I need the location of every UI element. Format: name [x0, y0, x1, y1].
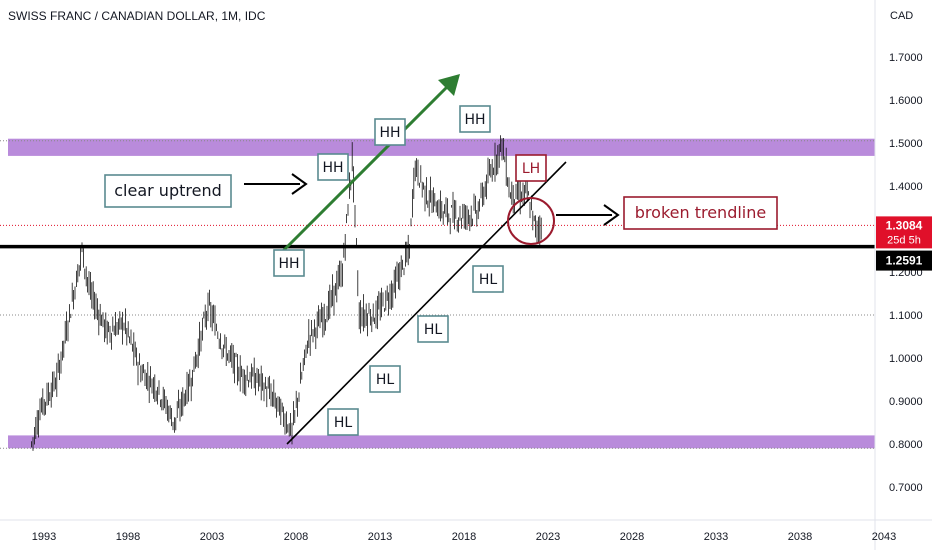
hl-label-2019-text: HL [479, 272, 498, 288]
time-tick-label: 1998 [116, 531, 140, 543]
time-axis: 1993 1998 2003 2008 2013 2018 2023 2028 2033 2038… [0, 519, 932, 543]
time-tick-label: 2018 [452, 531, 476, 543]
hl-label-2019-box [472, 265, 504, 293]
clear-uptrend-callout: clear uptrend [104, 174, 232, 208]
hl-label-2010-text: HL [334, 415, 353, 431]
broken-trendline-callout-box [623, 196, 778, 230]
level-price-badge [876, 250, 932, 271]
hl-label-2015-text: HL [424, 322, 443, 338]
time-tick-label: 2033 [704, 531, 728, 543]
price-tick-label: 1.5000 [889, 138, 923, 150]
price-tick-label: 0.9000 [889, 396, 923, 408]
hl-label-2015-box [417, 315, 449, 343]
hl-label-2010-box [327, 408, 359, 436]
current-price-value: 1.3084 [886, 218, 923, 232]
time-tick-label: 2008 [284, 531, 308, 543]
price-axis: CAD1.70001.60001.50001.40001.30001.20001… [874, 0, 932, 550]
uptrend-line [286, 161, 567, 445]
hh-label-2008: HH [273, 249, 305, 277]
hh-label-2014: HH [374, 118, 406, 146]
clear-uptrend-callout-text: clear uptrend [114, 181, 222, 200]
uptrend-arrow-head [291, 173, 308, 195]
zone-support [8, 435, 875, 449]
current-price-badge [876, 216, 932, 249]
candlestick-series [31, 135, 542, 451]
currency-label: CAD [890, 10, 913, 22]
hh-label-2020: HH [459, 105, 491, 133]
price-tick-label: 0.7000 [889, 482, 923, 494]
hl-label-2012-text: HL [376, 372, 395, 388]
broken-arrow-head [603, 204, 620, 226]
green-arrow-head [438, 74, 460, 96]
green-arrow-shaft [280, 80, 454, 254]
hl-label-2010: HL [327, 408, 359, 436]
lh-label-text: LH [522, 161, 540, 177]
time-tick-label: 2023 [536, 531, 560, 543]
broken-trendline-callout: broken trendline [623, 196, 778, 230]
hh-label-2020-box [459, 105, 491, 133]
hh-label-2008-text: HH [278, 256, 299, 272]
time-tick-label: 1993 [32, 531, 56, 543]
chart-title: SWISS FRANC / CANADIAN DOLLAR, 1M, IDC [8, 9, 266, 23]
price-tick-label: 1.6000 [889, 95, 923, 107]
hh-label-2014-text: HH [379, 125, 400, 141]
price-tick-label: 1.0000 [889, 353, 923, 365]
broken-trendline-callout-text: broken trendline [635, 203, 766, 222]
time-tick-label: 2028 [620, 531, 644, 543]
clear-uptrend-callout-box [104, 174, 232, 208]
time-tick-label: 2003 [200, 531, 224, 543]
hl-label-2012: HL [369, 365, 401, 393]
price-tick-label: 1.4000 [889, 181, 923, 193]
lh-label-box [515, 154, 547, 182]
time-tick-label: 2043 [872, 531, 896, 543]
hh-label-2011-box [317, 153, 349, 181]
price-tick-label: 1.7000 [889, 52, 923, 64]
hl-label-2015: HL [417, 315, 449, 343]
zone-resistance [8, 138, 875, 156]
bar-countdown: 25d 5h [887, 234, 921, 246]
level-price-value: 1.2591 [886, 254, 923, 268]
time-tick-label: 2038 [788, 531, 812, 543]
hh-label-2011-text: HH [322, 160, 343, 176]
hl-label-2019: HL [472, 265, 504, 293]
price-tick-label: 0.8000 [889, 439, 923, 451]
lh-label: LH [515, 154, 547, 182]
break-circle [507, 197, 555, 245]
time-tick-label: 2013 [368, 531, 392, 543]
price-tick-label: 1.1000 [889, 310, 923, 322]
hh-label-2008-box [273, 249, 305, 277]
hh-label-2020-text: HH [464, 112, 485, 128]
hh-label-2011: HH [317, 153, 349, 181]
hl-label-2012-box [369, 365, 401, 393]
hh-label-2014-box [374, 118, 406, 146]
